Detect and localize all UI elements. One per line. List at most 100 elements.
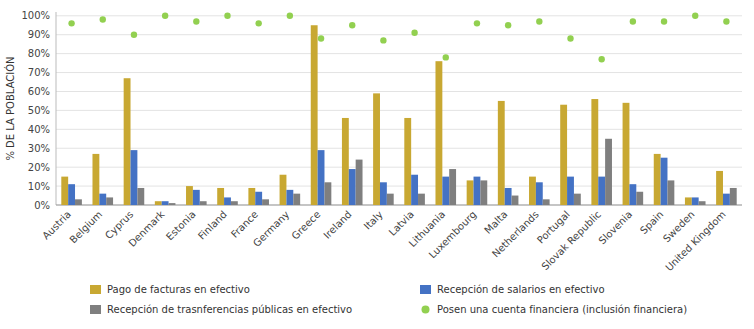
y-tick-label: 60% xyxy=(28,86,50,97)
bar xyxy=(349,169,356,205)
dot xyxy=(411,30,417,36)
bar xyxy=(730,188,737,205)
y-tick-label: 40% xyxy=(28,124,50,135)
dot xyxy=(474,20,480,26)
legend-label: Recepción de trasnferencias públicas en … xyxy=(107,304,352,315)
y-axis-label: % DE LA POBLACIÓN xyxy=(4,56,16,160)
bar xyxy=(661,158,668,205)
bar xyxy=(435,61,442,205)
bar xyxy=(605,139,612,205)
bar xyxy=(131,150,138,205)
dot xyxy=(723,18,729,24)
dot xyxy=(255,20,261,26)
y-tick-label: 80% xyxy=(28,48,50,59)
bar xyxy=(636,192,643,205)
dot xyxy=(380,37,386,43)
bar xyxy=(418,194,425,205)
bar xyxy=(342,118,349,205)
x-tick-label: Belgium xyxy=(67,209,104,246)
x-tick-label: Latvia xyxy=(387,209,416,238)
bar xyxy=(124,78,131,205)
bar xyxy=(404,118,411,205)
dot xyxy=(193,18,199,24)
legend-swatch xyxy=(420,285,431,294)
bar xyxy=(598,177,605,205)
bar xyxy=(498,101,505,205)
bar xyxy=(505,188,512,205)
bar xyxy=(560,105,567,205)
grid-line xyxy=(56,15,742,16)
legend-swatch xyxy=(422,306,430,314)
x-tick-label: Ireland xyxy=(321,209,353,241)
legend: Pago de facturas en efectivoRecepción de… xyxy=(90,284,687,315)
dot xyxy=(692,13,698,19)
x-tick-label: United Kingdom xyxy=(663,209,728,274)
legend-label: Recepción de salarios en efectivo xyxy=(437,284,605,295)
bar xyxy=(449,169,456,205)
dot xyxy=(598,56,604,62)
x-tick-label: Denmark xyxy=(126,208,166,248)
bar xyxy=(75,199,82,205)
bar xyxy=(162,201,169,205)
bar xyxy=(654,154,661,205)
bar xyxy=(99,194,106,205)
x-tick-label: Finland xyxy=(196,209,229,242)
y-tick-label: 70% xyxy=(28,67,50,78)
bar xyxy=(248,188,255,205)
bar xyxy=(667,180,674,205)
grid-line xyxy=(56,91,742,92)
bar xyxy=(280,175,287,205)
y-tick-label: 10% xyxy=(28,181,50,192)
bar xyxy=(262,199,269,205)
bar xyxy=(723,194,730,205)
bar xyxy=(137,188,144,205)
bar xyxy=(442,177,449,205)
y-tick-label: 50% xyxy=(28,105,50,116)
x-tick-label: Slovak Republic xyxy=(539,209,603,273)
grid-line xyxy=(56,110,742,111)
bar xyxy=(474,177,481,205)
dot xyxy=(505,22,511,28)
bar xyxy=(318,150,325,205)
dot xyxy=(661,18,667,24)
y-tick-label: 30% xyxy=(28,143,50,154)
dot xyxy=(100,16,106,22)
bar xyxy=(567,177,574,205)
bar xyxy=(255,192,262,205)
x-tick-label: Germany xyxy=(251,209,291,249)
bar xyxy=(699,201,706,205)
bar xyxy=(529,177,536,205)
bar xyxy=(536,182,543,205)
bar xyxy=(380,182,387,205)
chart: 0%10%20%30%40%50%60%70%80%90%100%% DE LA… xyxy=(0,0,754,329)
bar xyxy=(716,171,723,205)
legend-swatch xyxy=(90,285,101,294)
bar xyxy=(224,197,231,205)
x-tick-label: Estonia xyxy=(164,209,198,243)
bar xyxy=(311,25,318,205)
dot xyxy=(131,32,137,38)
grid-line xyxy=(56,167,742,168)
grid-line xyxy=(56,34,742,35)
bar xyxy=(155,201,162,205)
bar xyxy=(480,180,487,205)
bar xyxy=(629,184,636,205)
bar xyxy=(61,177,68,205)
x-tick-label: Malta xyxy=(482,209,509,236)
marks xyxy=(61,13,736,205)
legend-label: Posen una cuenta financiera (inclusión f… xyxy=(437,304,687,315)
y-axis-line xyxy=(56,12,57,205)
grid-line xyxy=(56,72,742,73)
bar xyxy=(543,199,550,205)
bar xyxy=(231,201,238,205)
y-tick-label: 20% xyxy=(28,162,50,173)
legend-swatch xyxy=(90,305,101,314)
bar xyxy=(169,203,176,205)
bar xyxy=(591,99,598,205)
dot xyxy=(287,13,293,19)
bar xyxy=(574,194,581,205)
bar xyxy=(293,194,300,205)
bar xyxy=(217,188,224,205)
bar xyxy=(387,194,394,205)
y-tick-label: 90% xyxy=(28,29,50,40)
